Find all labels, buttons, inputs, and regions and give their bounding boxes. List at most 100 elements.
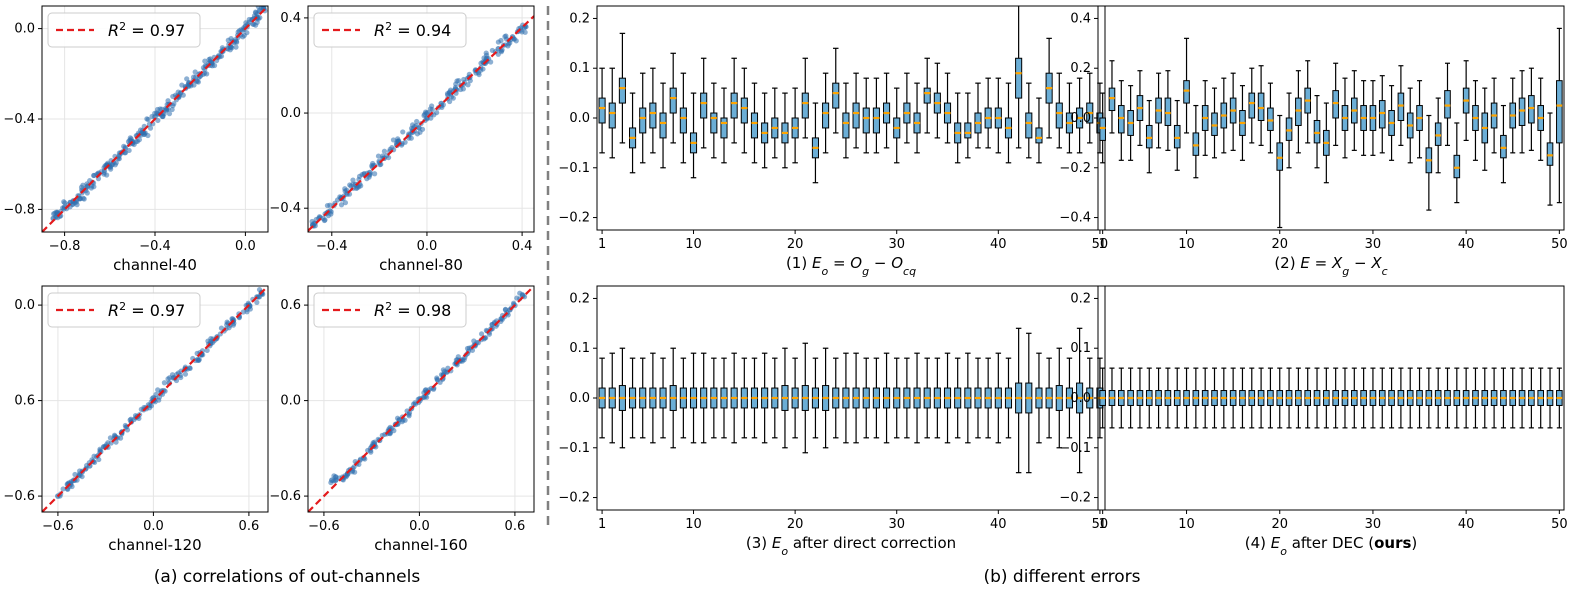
x-axis-label: (1) Eo = Og − Ocq	[786, 254, 916, 278]
scatter-point	[521, 24, 528, 31]
box	[862, 107, 870, 134]
scatter-point	[434, 110, 440, 116]
legend-box	[47, 292, 201, 328]
fit-line	[42, 6, 268, 232]
box	[1453, 154, 1461, 179]
scatter-point	[182, 371, 189, 377]
scatter-point	[390, 137, 397, 143]
x-tick-label: 10	[1178, 517, 1195, 532]
box	[1556, 80, 1563, 144]
y-tick-label: −0.1	[1059, 441, 1091, 456]
box	[964, 122, 972, 139]
scatter-point	[511, 300, 517, 306]
x-tick-label: 1	[1099, 517, 1107, 532]
y-tick-label: 0.0	[569, 391, 590, 406]
y-tick-label: 0.0	[1070, 111, 1091, 126]
scatter-point	[60, 486, 66, 492]
scatter-point	[77, 196, 84, 202]
scatter-point	[246, 16, 252, 23]
scatter-point	[155, 387, 161, 393]
scatter-point	[171, 101, 177, 107]
scatter-point	[381, 148, 388, 154]
scatter-point	[153, 391, 159, 398]
y-tick-label: 0.6	[280, 298, 301, 313]
scatter-point	[122, 150, 129, 156]
chart-6: 1 10 20 30 40 50−0.4−0.20.00.20.4(2) E = Xg −…	[1059, 5, 1568, 278]
y-tick-label: −0.1	[558, 441, 590, 456]
legend-label: R2 = 0.97	[108, 20, 185, 41]
legend-box	[313, 292, 467, 328]
scatter-point	[350, 177, 356, 183]
y-tick-label: −0.2	[1059, 491, 1091, 506]
scatter-point	[101, 171, 107, 177]
fit-line	[42, 286, 268, 512]
x-tick-label: 30	[1365, 517, 1382, 532]
y-tick-label: −0.2	[558, 211, 590, 226]
axes-frame	[307, 5, 535, 233]
scatter-point	[175, 370, 182, 376]
scatter-point	[379, 432, 385, 439]
y-tick-label: −0.4	[269, 201, 301, 216]
axes-frame	[307, 285, 535, 513]
scatter-point	[480, 66, 486, 72]
legend-box	[47, 12, 201, 48]
box	[1500, 134, 1507, 159]
scatter-point	[175, 89, 181, 95]
x-axis-label: channel-160	[374, 536, 467, 554]
scatter-point	[253, 10, 259, 16]
box	[1108, 87, 1116, 112]
box	[1267, 107, 1274, 131]
y-tick-label: −0.1	[558, 161, 590, 176]
x-tick-label: 1	[598, 237, 606, 252]
y-tick-label: 0.4	[280, 11, 301, 26]
box	[679, 107, 687, 134]
scatter-point	[414, 118, 420, 125]
scatter-point	[465, 82, 471, 88]
scatter-point	[378, 161, 384, 167]
scatter-point	[417, 129, 423, 135]
scatter-point	[202, 58, 208, 64]
y-tick-label: 0.0	[569, 111, 590, 126]
scatter-point	[342, 188, 348, 194]
chart-1: R2 = 0.97 −0.8 −0.4 0.0 −0.8 −0.4 0.0 channel-4…	[3, 5, 269, 274]
chart-4: R2 = 0.98 −0.6 0.0 0.6 −0.6 0.0 0.6 channel-160	[269, 285, 535, 554]
box	[1211, 112, 1218, 136]
scatter-point	[458, 86, 464, 93]
scatter-point	[456, 78, 462, 84]
scatter-point	[161, 380, 168, 386]
scatter-point	[473, 70, 479, 76]
scatter-point	[91, 453, 97, 459]
box	[1164, 97, 1172, 126]
box	[608, 102, 616, 129]
x-tick-label: 30	[1365, 237, 1382, 252]
x-axis-label: (2) E = Xg − Xc	[1274, 254, 1387, 278]
scatter-point	[448, 94, 455, 100]
box	[700, 92, 708, 119]
scatter-point	[136, 137, 143, 143]
scatter-point	[152, 113, 158, 120]
box	[1145, 124, 1153, 149]
scatter-point	[483, 50, 489, 56]
scatter-point	[425, 109, 431, 116]
x-tick-label: 1	[1099, 237, 1107, 252]
scatter-point	[97, 446, 103, 452]
scatter-point	[157, 106, 163, 112]
x-tick-label: 50	[1092, 517, 1109, 532]
x-tick-label: −0.4	[139, 239, 171, 254]
axes-frame	[41, 285, 269, 513]
y-tick-label: 0.2	[1070, 61, 1091, 76]
scatter-point	[191, 82, 197, 88]
scatter-point	[429, 103, 435, 109]
scatter-point	[96, 456, 102, 463]
x-tick-label: 50	[1092, 237, 1109, 252]
scatter-point	[74, 202, 80, 208]
y-tick-label: 0.1	[1070, 341, 1091, 356]
scatter-point	[166, 111, 173, 117]
x-tick-label: −0.4	[316, 239, 348, 254]
scatter-point	[502, 34, 508, 40]
fit-line	[308, 286, 534, 512]
scatter-point	[520, 292, 526, 299]
chart-7: 1 10 20 30 40 50−0.2−0.10.00.10.2(3) Eo after…	[558, 285, 1109, 558]
plot-area	[42, 6, 268, 232]
box	[1025, 112, 1033, 139]
